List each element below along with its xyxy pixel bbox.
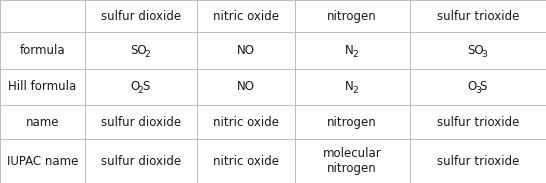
Text: nitric oxide: nitric oxide <box>213 116 278 129</box>
Text: sulfur dioxide: sulfur dioxide <box>100 116 181 129</box>
Text: N: N <box>346 80 354 94</box>
Text: nitric oxide: nitric oxide <box>213 10 278 23</box>
Text: nitric oxide: nitric oxide <box>213 154 278 168</box>
Text: SO: SO <box>467 44 484 57</box>
Text: nitrogen: nitrogen <box>327 10 377 23</box>
Text: 3: 3 <box>481 50 487 59</box>
Text: formula: formula <box>20 44 65 57</box>
Text: 3: 3 <box>475 86 480 96</box>
Text: molecular
nitrogen: molecular nitrogen <box>323 147 382 175</box>
Text: N: N <box>346 44 354 57</box>
Text: 2: 2 <box>352 50 358 59</box>
Text: NO: NO <box>237 80 254 94</box>
Text: 2: 2 <box>144 50 150 59</box>
Text: sulfur dioxide: sulfur dioxide <box>100 154 181 168</box>
Text: nitrogen: nitrogen <box>327 116 377 129</box>
Text: SO: SO <box>130 44 146 57</box>
Text: NO: NO <box>237 44 254 57</box>
Text: S: S <box>143 80 150 94</box>
Text: sulfur trioxide: sulfur trioxide <box>437 10 519 23</box>
Text: IUPAC name: IUPAC name <box>7 154 78 168</box>
Text: name: name <box>26 116 59 129</box>
Text: sulfur trioxide: sulfur trioxide <box>437 154 519 168</box>
Text: S: S <box>479 80 487 94</box>
Text: Hill formula: Hill formula <box>8 80 76 94</box>
Text: sulfur dioxide: sulfur dioxide <box>100 10 181 23</box>
Text: 2: 2 <box>138 86 144 96</box>
Text: O: O <box>130 80 140 94</box>
Text: O: O <box>467 80 477 94</box>
Text: sulfur trioxide: sulfur trioxide <box>437 116 519 129</box>
Text: 2: 2 <box>352 86 358 96</box>
